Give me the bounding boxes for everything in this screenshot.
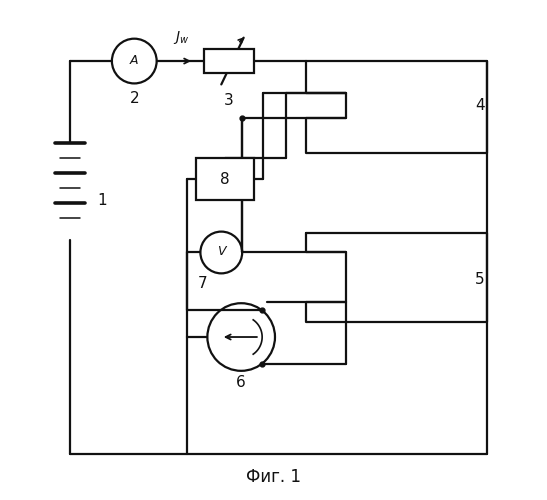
Text: 6: 6 <box>236 376 246 390</box>
Text: 8: 8 <box>220 172 230 186</box>
Text: 1: 1 <box>97 193 107 208</box>
Text: 2: 2 <box>130 91 139 106</box>
Text: 5: 5 <box>475 272 485 287</box>
Bar <box>196 158 254 200</box>
Text: Фиг. 1: Фиг. 1 <box>246 468 301 486</box>
Text: V: V <box>217 245 225 258</box>
Text: 3: 3 <box>224 94 234 108</box>
Text: 7: 7 <box>198 276 208 291</box>
Text: $J_w$: $J_w$ <box>173 29 190 46</box>
Text: A: A <box>130 54 138 66</box>
Bar <box>204 48 254 74</box>
Text: 4: 4 <box>475 98 485 114</box>
